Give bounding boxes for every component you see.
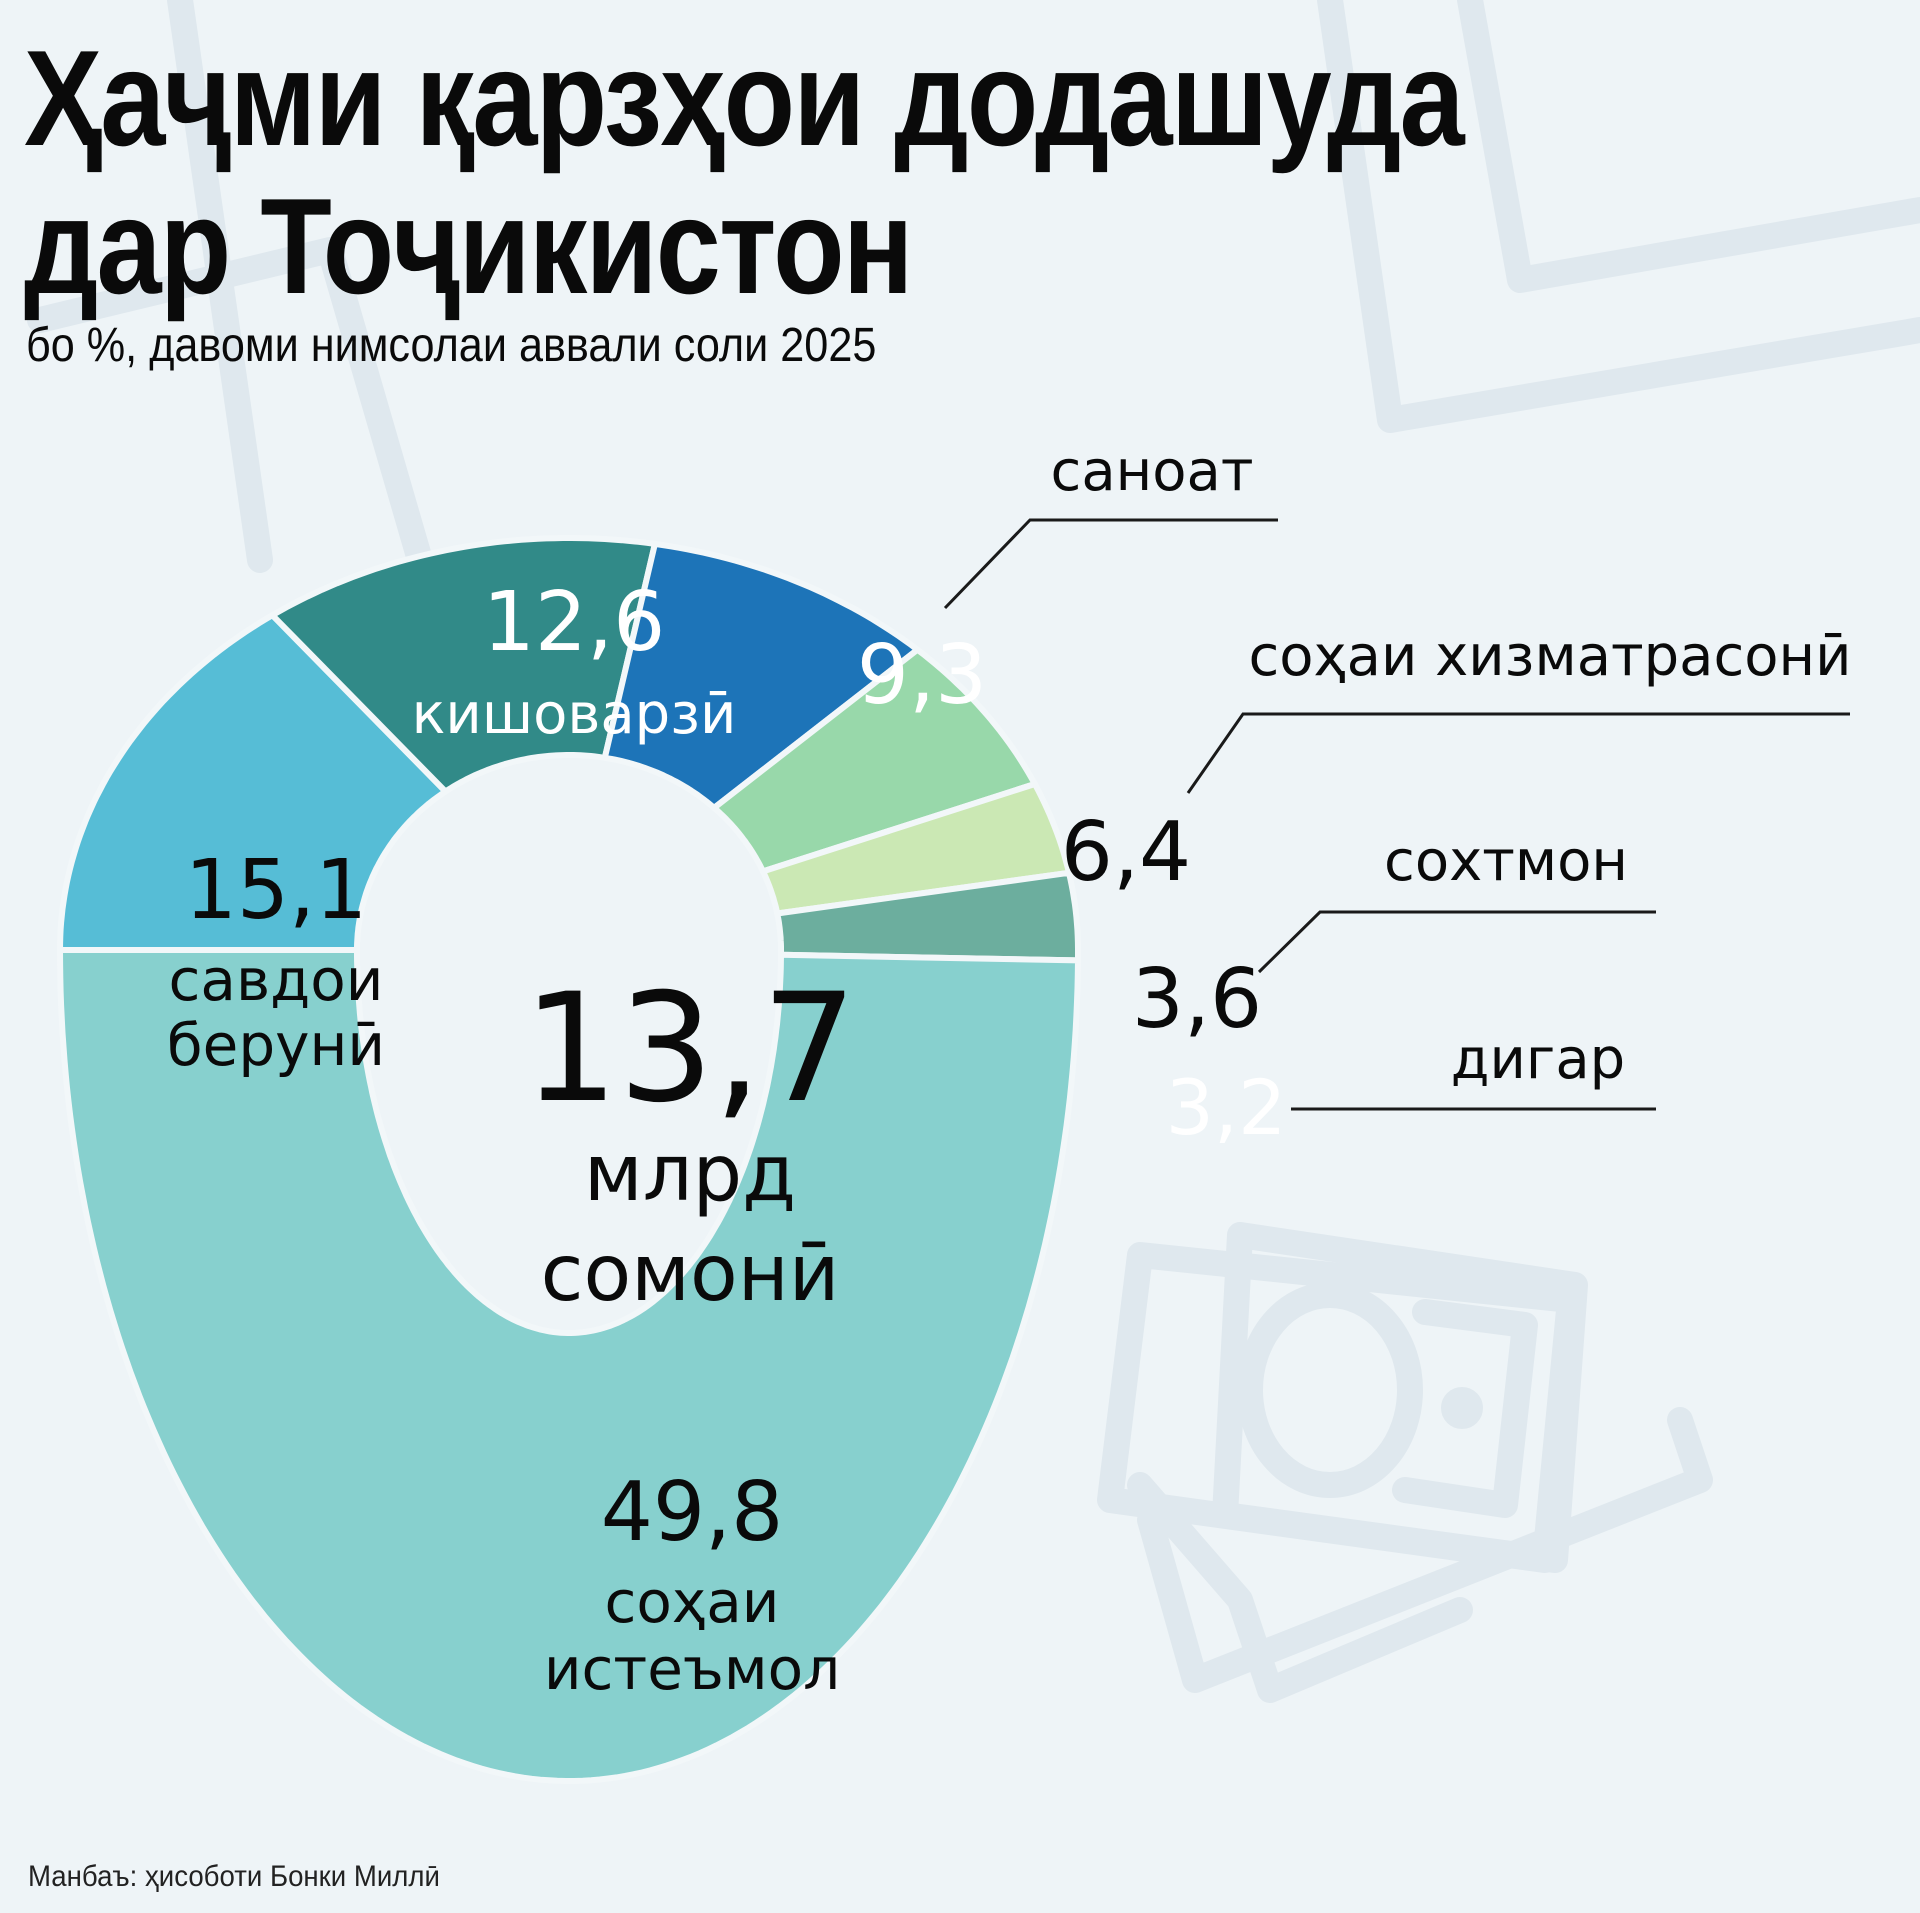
- leader-line-soxtmon: [1257, 910, 1656, 974]
- value-label-digar: 3,2: [1166, 1063, 1287, 1152]
- name-label-kishovarzi: кишоварзӣ: [412, 682, 737, 747]
- center-unit-line-2: сомонӣ: [541, 1229, 840, 1319]
- value-label-soxtmon: 3,6: [1132, 952, 1262, 1047]
- value-label-savdo: 15,1: [185, 843, 368, 938]
- center-total-value: 13,7: [523, 962, 857, 1136]
- name-label-sanoat: саноат: [1051, 439, 1254, 504]
- subtitle: бо %, давоми нимсолаи аввали соли 2025: [26, 319, 877, 372]
- name-label-xizmat: соҳаи хизматрасонӣ: [1248, 624, 1851, 689]
- donut-slices: [57, 535, 1081, 1784]
- name-label-savdo-2: берунӣ: [167, 1011, 385, 1079]
- name-label-isteymol-2: истеъмол: [544, 1635, 840, 1703]
- name-label-isteymol-1: соҳаи: [605, 1568, 780, 1636]
- leader-line-sanoat: [943, 518, 1278, 610]
- value-label-sanoat: 9,3: [857, 628, 987, 723]
- leader-line-xizmat: [1186, 712, 1850, 794]
- name-label-soxtmon: сохтмон: [1384, 829, 1628, 894]
- center-unit-line-1: млрд: [584, 1129, 796, 1219]
- slice-isteymol: [57, 947, 1081, 1784]
- value-label-isteymol: 49,8: [601, 1465, 784, 1560]
- name-label-savdo-1: савдои: [169, 946, 384, 1014]
- title-line-1: Ҳаҷми қарзҳои додашуда: [24, 22, 1465, 174]
- title-line-2: дар Тоҷикистон: [24, 170, 914, 322]
- value-label-kishovarzi: 12,6: [483, 575, 666, 670]
- name-label-digar: дигар: [1451, 1027, 1625, 1092]
- value-label-xizmat: 6,4: [1061, 805, 1191, 900]
- page-title: Ҳаҷми қарзҳои додашуда дар Тоҷикистон: [24, 22, 1465, 322]
- source-note: Манбаъ: ҳисоботи Бонки Миллӣ: [28, 1860, 440, 1893]
- leader-lines: [943, 518, 1850, 1111]
